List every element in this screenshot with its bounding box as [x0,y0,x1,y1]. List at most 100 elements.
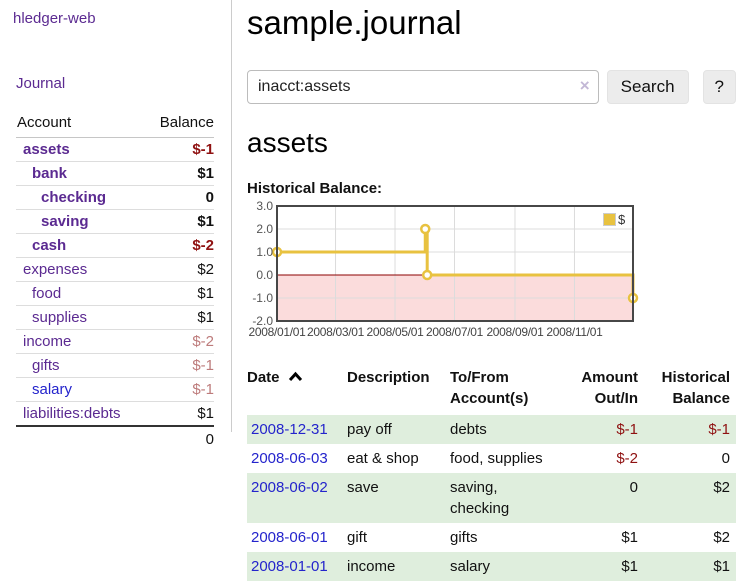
sidebar-account-link[interactable]: liabilities:debts [23,405,121,422]
account-row: liabilities:debts $1 [16,402,214,427]
account-row: expenses $2 [16,257,214,282]
transaction-date-link[interactable]: 2008-06-03 [251,450,328,467]
account-balance: $1 [197,405,214,422]
transaction-balance: 0 [721,450,730,467]
transaction-description: save [347,479,379,496]
clear-search-icon[interactable]: × [579,76,590,95]
transaction-accounts: gifts [450,529,478,546]
transaction-accounts: salary [450,558,491,575]
main-content: sample.journal × Search ? assets Histori… [247,0,736,581]
sidebar-account-link[interactable]: bank [32,165,68,182]
sidebar-account-link[interactable]: gifts [32,357,60,374]
sidebar-account-link[interactable]: salary [32,381,73,398]
transaction-amount: $-2 [616,450,638,467]
transaction-balance: $2 [713,529,730,546]
y-axis-tick-label: 0.0 [256,268,273,282]
help-button[interactable]: ? [702,70,736,104]
column-header-tofrom: To/From Account(s) [450,369,529,407]
sort-ascending-icon [288,371,302,382]
accounts-total: 0 [145,425,214,451]
sidebar-account-link[interactable]: income [23,333,72,350]
accounts-table: Account Balance assets $-1 bank $1 checking 0… [16,112,214,451]
historical-balance-chart: 3.0 2.0 1.0 0.0 -1.0 -2.0 2008/01/01 2008/03/01… [247,199,736,343]
column-header-date[interactable]: Date [247,365,347,415]
account-balance: $1 [145,161,214,186]
account-balance: $2 [145,257,214,282]
transaction-balance: $-1 [708,421,730,438]
sidebar-account-link[interactable]: cash [32,237,67,254]
account-row: income $-2 [16,329,214,354]
sidebar-account-link[interactable]: checking [41,189,107,206]
transaction-date-link[interactable]: 2008-06-01 [251,529,328,546]
legend-swatch-icon [603,213,616,226]
transaction-description: gift [347,529,368,546]
account-row: salary $-1 [16,377,214,402]
transaction-description: pay off [347,421,392,438]
search-bar: × Search ? [247,70,736,104]
search-button[interactable]: Search [606,70,689,104]
sidebar-account-link[interactable]: saving [41,213,89,230]
y-axis-tick-label: 2.0 [256,222,273,236]
transaction-date-link[interactable]: 2008-01-01 [251,558,328,575]
search-input[interactable] [247,70,599,104]
sidebar: hledger-web Journal Account Balance asse… [0,0,232,451]
x-axis-tick-label: 2008/11/01 [546,325,603,339]
x-axis-tick-label: 2008/03/01 [306,325,365,339]
account-balance: $-1 [145,377,214,402]
y-axis-tick-label: 1.0 [256,245,273,259]
transaction-description: income [347,558,396,575]
transaction-date-link[interactable]: 2008-06-02 [251,479,328,496]
column-header-description: Description [347,369,430,386]
app-brand-link[interactable]: hledger-web [13,10,96,27]
transaction-balance: $2 [713,479,730,496]
transaction-row: 2008-06-03 eat & shop food, supplies $-2 0 [247,444,736,473]
transaction-amount: $-1 [616,421,638,438]
balance-column-header: Balance [145,112,214,138]
account-balance: $-2 [145,233,214,258]
sidebar-account-link[interactable]: supplies [32,309,88,326]
legend-label: $ [618,212,626,227]
account-row: checking 0 [16,185,214,210]
account-row: food $1 [16,281,214,306]
transaction-row: 2008-06-02 save saving, checking 0 $2 [247,473,736,523]
account-balance: $1 [145,281,214,306]
y-axis-tick-label: 3.0 [256,199,273,213]
account-row: gifts $-1 [16,353,214,378]
account-balance: $1 [145,209,214,234]
account-row: bank $1 [16,161,214,186]
sidebar-account-link[interactable]: assets [23,141,70,158]
page-title: sample.journal [247,4,462,41]
chart-legend: $ [603,212,625,227]
x-axis-tick-label: 2008/07/01 [425,325,484,339]
account-heading: assets [247,127,328,158]
account-row: cash $-2 [16,233,214,258]
transaction-date-link[interactable]: 2008-12-31 [251,421,328,438]
x-axis-tick-label: 2008/09/01 [486,325,544,339]
transaction-accounts: debts [450,421,487,438]
transaction-balance: $1 [713,558,730,575]
transaction-row: 2008-01-01 income salary $1 $1 [247,552,736,581]
sidebar-item-journal[interactable]: Journal [16,75,66,92]
account-balance: $-1 [145,353,214,378]
accounts-total-row: 0 [16,425,214,451]
account-row: supplies $1 [16,305,214,330]
sidebar-account-link[interactable]: expenses [23,261,88,278]
account-balance: 0 [145,185,214,210]
transaction-amount: 0 [629,479,638,496]
column-header-historical: Historical Balance [661,369,730,407]
x-axis-tick-label: 2008/01/01 [248,325,306,339]
accounts-column-header: Account [16,112,146,138]
transaction-amount: $1 [621,558,638,575]
account-row: saving $1 [16,209,214,234]
x-axis-tick-label: 2008/05/01 [366,325,424,339]
transaction-accounts: food, supplies [450,450,543,467]
y-axis-tick-label: -1.0 [252,291,273,305]
column-header-amount: Amount Out/In [581,369,638,407]
transaction-description: eat & shop [347,450,419,467]
account-balance: $-2 [145,329,214,354]
y-axis-tick-label: -2.0 [252,314,273,328]
register-table: Date Description To/From Account(s) Amount O… [247,365,736,581]
chart-section-label: Historical Balance: [247,180,383,197]
account-balance: $-1 [145,137,214,162]
sidebar-account-link[interactable]: food [32,285,62,302]
